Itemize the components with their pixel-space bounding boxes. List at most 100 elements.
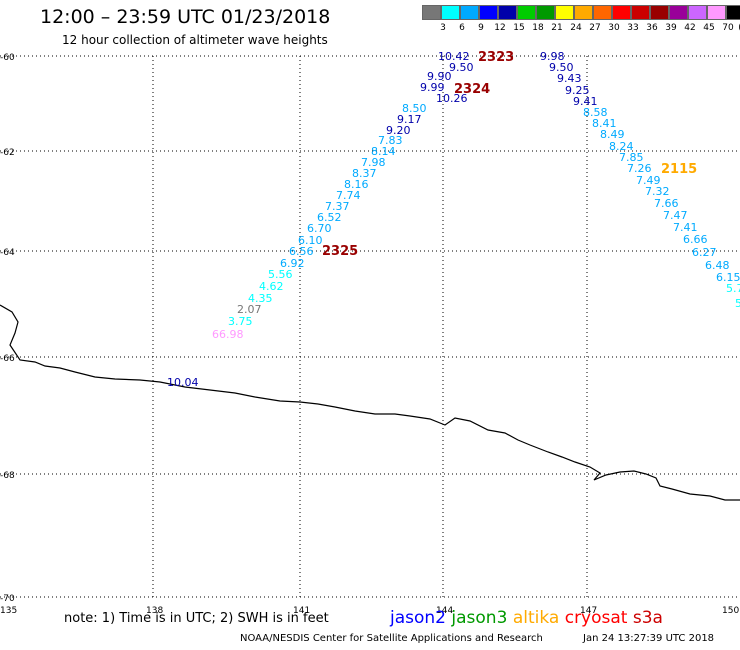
- wave-height-value: 7.98: [361, 156, 386, 169]
- wave-height-value: 6.10: [298, 234, 323, 247]
- scale-label: 30: [608, 23, 620, 33]
- scale-label: 3: [440, 23, 446, 33]
- latitude-label: -66: [0, 354, 15, 364]
- scale-swatch: [726, 5, 740, 20]
- map-title: 12:00 – 23:59 UTC 01/23/2018: [40, 6, 331, 28]
- scale-swatch: [517, 5, 536, 20]
- latitude-label: -64: [0, 248, 15, 258]
- wave-height-value: 7.47: [663, 209, 688, 222]
- latitude-label: -62: [0, 148, 15, 158]
- wave-height-value: 8.49: [600, 128, 625, 141]
- latitude-label: -70: [0, 594, 15, 604]
- scale-swatch: [688, 5, 707, 20]
- scale-label: 24: [570, 23, 582, 33]
- satellite-legend-altika: altika: [512, 608, 565, 628]
- scale-label: 70: [722, 23, 734, 33]
- coast-wave-height-label: 10.04: [167, 376, 199, 389]
- wave-height-value: 6.92: [280, 257, 305, 270]
- scale-label: 6: [459, 23, 465, 33]
- credit-line: NOAA/NESDIS Center for Satellite Applica…: [240, 633, 543, 644]
- wave-height-value: 9.25: [565, 84, 590, 97]
- wave-height-value: 7.66: [654, 197, 679, 210]
- time-label-2323: 2323: [478, 50, 514, 65]
- generated-timestamp: Jan 24 13:27:39 UTC 2018: [583, 633, 715, 644]
- wave-height-value: 9.20: [386, 124, 411, 137]
- satellite-legend-jason2: jason2: [390, 608, 452, 628]
- wave-height-value: 7.49: [636, 174, 661, 187]
- wave-height-value: 6.52: [317, 211, 342, 224]
- wave-height-value: 9.50: [549, 61, 574, 74]
- scale-label: 33: [627, 23, 639, 33]
- wave-height-value: 66.98: [212, 328, 244, 341]
- scale-swatch: [441, 5, 460, 20]
- scale-swatch: [422, 5, 441, 20]
- scale-label: 15: [513, 23, 525, 33]
- graticule-grid: -60 -62 -64 -66 -68 -70 135 138 141 144 147 150: [0, 53, 740, 616]
- wave-height-value: 2.07: [237, 303, 262, 316]
- longitude-label: 138: [146, 606, 163, 616]
- scale-swatch: [498, 5, 517, 20]
- scale-label: 27: [589, 23, 601, 33]
- longitude-label: 135: [0, 606, 17, 616]
- wave-height-value: 6.15: [716, 271, 740, 284]
- wave-height-value: 7.26: [627, 162, 652, 175]
- scale-label: 39: [665, 23, 677, 33]
- latitude-label: -68: [0, 471, 15, 481]
- scale-label: 42: [684, 23, 696, 33]
- time-label-2325: 2325: [322, 244, 358, 259]
- wave-height-value: 7.41: [673, 221, 698, 234]
- right-satellite-track: 9.989.509.439.259.418.588.418.498.247.85…: [540, 50, 740, 310]
- wave-height-value: 8.50: [402, 102, 427, 115]
- wave-height-value: 9.50: [449, 61, 474, 74]
- map-subtitle: 12 hour collection of altimeter wave hei…: [62, 33, 328, 47]
- longitude-label: 147: [580, 606, 597, 616]
- scale-label: 36: [646, 23, 658, 33]
- wave-height-value: 8.58: [583, 106, 608, 119]
- latitude-label: -60: [0, 53, 15, 63]
- wave-height-value: 8.37: [352, 167, 377, 180]
- wave-height-value: 6.66: [683, 233, 708, 246]
- time-label-2324: 2324: [454, 82, 490, 97]
- wave-height-value: 9.43: [557, 72, 582, 85]
- antarctic-coastline: [0, 304, 740, 501]
- scale-label: 12: [494, 23, 506, 33]
- wave-height-value: 7.74: [336, 189, 361, 202]
- wave-height-value: 7.32: [645, 185, 670, 198]
- scale-swatch: [460, 5, 479, 20]
- wave-height-value: 7.37: [325, 200, 350, 213]
- wave-height-value: 6.48: [705, 259, 730, 272]
- wave-height-value: 3.75: [228, 315, 253, 328]
- scale-label: 18: [532, 23, 544, 33]
- scale-unit: (ft): [733, 23, 740, 33]
- scale-swatch: [612, 5, 631, 20]
- satellite-legend-jason3: jason3: [451, 608, 513, 628]
- scale-swatch: [631, 5, 650, 20]
- scale-swatch: [574, 5, 593, 20]
- wave-height-value: 9.41: [573, 95, 598, 108]
- scale-swatch: [555, 5, 574, 20]
- scale-swatch: [707, 5, 726, 20]
- wave-height-value: 5.56: [268, 268, 293, 281]
- satellite-legend: jason2 jason3 altika cryosat s3a: [390, 608, 663, 628]
- wave-height-value: 7.83: [378, 134, 403, 147]
- longitude-label: 144: [436, 606, 453, 616]
- scale-swatch: [669, 5, 688, 20]
- wave-height-value: 4.35: [248, 292, 273, 305]
- left-satellite-track: 10.429.509.909.9910.268.509.179.207.838.…: [212, 50, 474, 341]
- scale-label: 9: [478, 23, 484, 33]
- scale-swatch: [593, 5, 612, 20]
- wave-height-value: 9.17: [397, 113, 422, 126]
- wave-height-value: 5: [735, 297, 740, 310]
- wave-height-value: 9.98: [540, 50, 565, 63]
- time-label-2115: 2115: [661, 162, 697, 177]
- satellite-legend-s3a: s3a: [632, 608, 663, 628]
- wave-height-value: 6.70: [307, 222, 332, 235]
- wave-height-value: 7.85: [619, 151, 644, 164]
- wave-height-value: 10.26: [436, 92, 468, 105]
- wave-height-value: 8.16: [344, 178, 369, 191]
- wave-height-value: 8.41: [592, 117, 617, 130]
- scale-label: 45: [703, 23, 715, 33]
- longitude-label: 141: [293, 606, 310, 616]
- scale-swatch: [650, 5, 669, 20]
